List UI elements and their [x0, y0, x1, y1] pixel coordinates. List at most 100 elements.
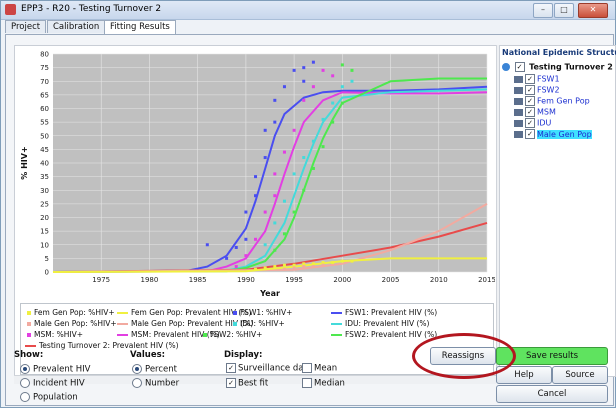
tree-item-male-gen-pop[interactable]: ✓ Male Gen Pop: [514, 129, 592, 139]
source-button[interactable]: Source: [552, 366, 608, 384]
data-point: [292, 266, 296, 270]
y-axis-label: % HIV+: [20, 146, 29, 179]
app-icon: [5, 4, 16, 15]
legend-entry: MSM: %HIV+: [25, 330, 83, 339]
data-point: [311, 85, 315, 89]
y-tick-label: 40: [40, 160, 49, 168]
option-label: Median: [314, 378, 345, 389]
data-point: [311, 60, 315, 64]
data-point: [292, 68, 296, 72]
tree-item-checkbox[interactable]: ✓: [525, 129, 535, 139]
cancel-button[interactable]: Cancel: [496, 385, 608, 403]
legend-dot-marker: [27, 311, 31, 315]
data-point: [282, 199, 286, 203]
tree-item-checkbox[interactable]: ✓: [525, 107, 535, 117]
data-point: [254, 194, 258, 198]
legend-label: FSW1: Prevalent HIV (%): [345, 308, 438, 317]
tab-fitting-results[interactable]: Fitting Results: [104, 20, 176, 34]
legend-label: MSM: Prevalent HIV (%): [131, 330, 220, 339]
tab-calibration[interactable]: Calibration: [47, 20, 106, 33]
data-point: [292, 128, 296, 132]
option-label: Number: [145, 378, 180, 389]
tree-root-checkbox[interactable]: ✓: [514, 62, 525, 72]
tree-item-fsw1[interactable]: ✓ FSW1: [514, 74, 560, 84]
y-tick-label: 60: [40, 105, 49, 113]
folder-icon: [514, 86, 523, 94]
data-point: [263, 128, 267, 132]
data-point: [340, 85, 344, 89]
y-tick-label: 10: [40, 241, 49, 249]
tree-item-label: FSW2: [537, 85, 560, 95]
data-point: [350, 79, 354, 83]
radio-indicator: [20, 378, 30, 388]
y-tick-label: 75: [40, 64, 49, 72]
show-population-radio[interactable]: Population: [20, 392, 78, 403]
radio-indicator: [20, 392, 30, 402]
minimize-button[interactable]: –: [533, 3, 553, 18]
option-label: Percent: [145, 364, 177, 375]
x-tick-label: 2005: [382, 276, 400, 284]
checkbox-indicator: [302, 363, 312, 373]
legend-label: IDU: Prevalent HIV (%): [345, 319, 430, 328]
legend-entry: MSM: Prevalent HIV (%): [117, 330, 220, 339]
radio-indicator: [20, 364, 30, 374]
best-fit-checkbox[interactable]: ✓ Best fit: [226, 378, 268, 389]
horizontal-scrollbar[interactable]: [14, 375, 496, 384]
data-point: [331, 260, 335, 264]
tree-item-msm[interactable]: ✓ MSM: [514, 107, 556, 117]
help-button[interactable]: Help: [496, 366, 552, 384]
highlight-annotation-circle: [412, 333, 516, 379]
tree-item-checkbox[interactable]: ✓: [525, 74, 535, 84]
y-tick-label: 25: [40, 200, 49, 208]
legend-line-marker: [331, 312, 342, 314]
maximize-button[interactable]: □: [554, 3, 574, 18]
tree-item-checkbox[interactable]: ✓: [525, 85, 535, 95]
show-prevalent-hiv-radio[interactable]: Prevalent HIV: [20, 364, 90, 375]
legend-entry: IDU: %HIV+: [231, 319, 285, 328]
data-point: [321, 260, 325, 264]
surveillance-data-checkbox[interactable]: ✓ Surveillance data: [226, 363, 312, 374]
data-point: [254, 267, 258, 271]
legend-line-marker: [331, 334, 342, 336]
radio-indicator: [132, 378, 142, 388]
tree-item-checkbox[interactable]: ✓: [525, 118, 535, 128]
data-point: [244, 237, 248, 241]
folder-icon: [514, 108, 523, 116]
data-point: [350, 68, 354, 72]
data-point: [340, 101, 344, 105]
data-point: [273, 221, 277, 225]
y-tick-label: 20: [40, 214, 49, 222]
data-point: [292, 263, 296, 267]
tree-item-label: FSW1: [537, 74, 560, 84]
close-button[interactable]: ✕: [578, 3, 608, 18]
mean-checkbox[interactable]: Mean: [302, 363, 337, 374]
option-label: Surveillance data: [238, 363, 312, 374]
legend-dot-marker: [233, 311, 237, 315]
tab-project[interactable]: Project: [5, 20, 47, 33]
checkbox-indicator: ✓: [226, 378, 236, 388]
data-point: [254, 237, 258, 241]
y-tick-label: 55: [40, 119, 49, 127]
show-incident-hiv-radio[interactable]: Incident HIV: [20, 378, 85, 389]
data-point: [311, 265, 315, 269]
legend-entry: FSW1: %HIV+: [231, 308, 292, 317]
legend-label: FSW2: Prevalent HIV (%): [345, 330, 438, 339]
epidemic-structure-tree: National Epidemic Structure ✓ Testing Tu…: [499, 45, 616, 377]
legend-label: IDU: %HIV+: [240, 319, 285, 328]
radio-indicator: [132, 364, 142, 374]
checkbox-indicator: ✓: [226, 363, 236, 373]
values-percent-radio[interactable]: Percent: [132, 364, 177, 375]
y-tick-label: 65: [40, 91, 49, 99]
median-checkbox[interactable]: Median: [302, 378, 345, 389]
data-point: [302, 265, 306, 269]
legend-entry: FSW2: %HIV+: [201, 330, 262, 339]
tree-item-fsw2[interactable]: ✓ FSW2: [514, 85, 560, 95]
tree-item-checkbox[interactable]: ✓: [525, 96, 535, 106]
tree-item-idu[interactable]: ✓ IDU: [514, 118, 551, 128]
y-tick-label: 80: [40, 51, 49, 59]
prevalence-chart: 0 5 10 15 20 25 30 35 40 45 50 55 60 65 70 75 80 1975 1980…: [20, 51, 496, 299]
tree-root[interactable]: ✓ Testing Turnover 2: [502, 62, 613, 72]
tree-item-fem-gen-pop[interactable]: ✓ Fem Gen Pop: [514, 96, 590, 106]
legend-line-marker: [117, 312, 128, 314]
values-number-radio[interactable]: Number: [132, 378, 179, 389]
